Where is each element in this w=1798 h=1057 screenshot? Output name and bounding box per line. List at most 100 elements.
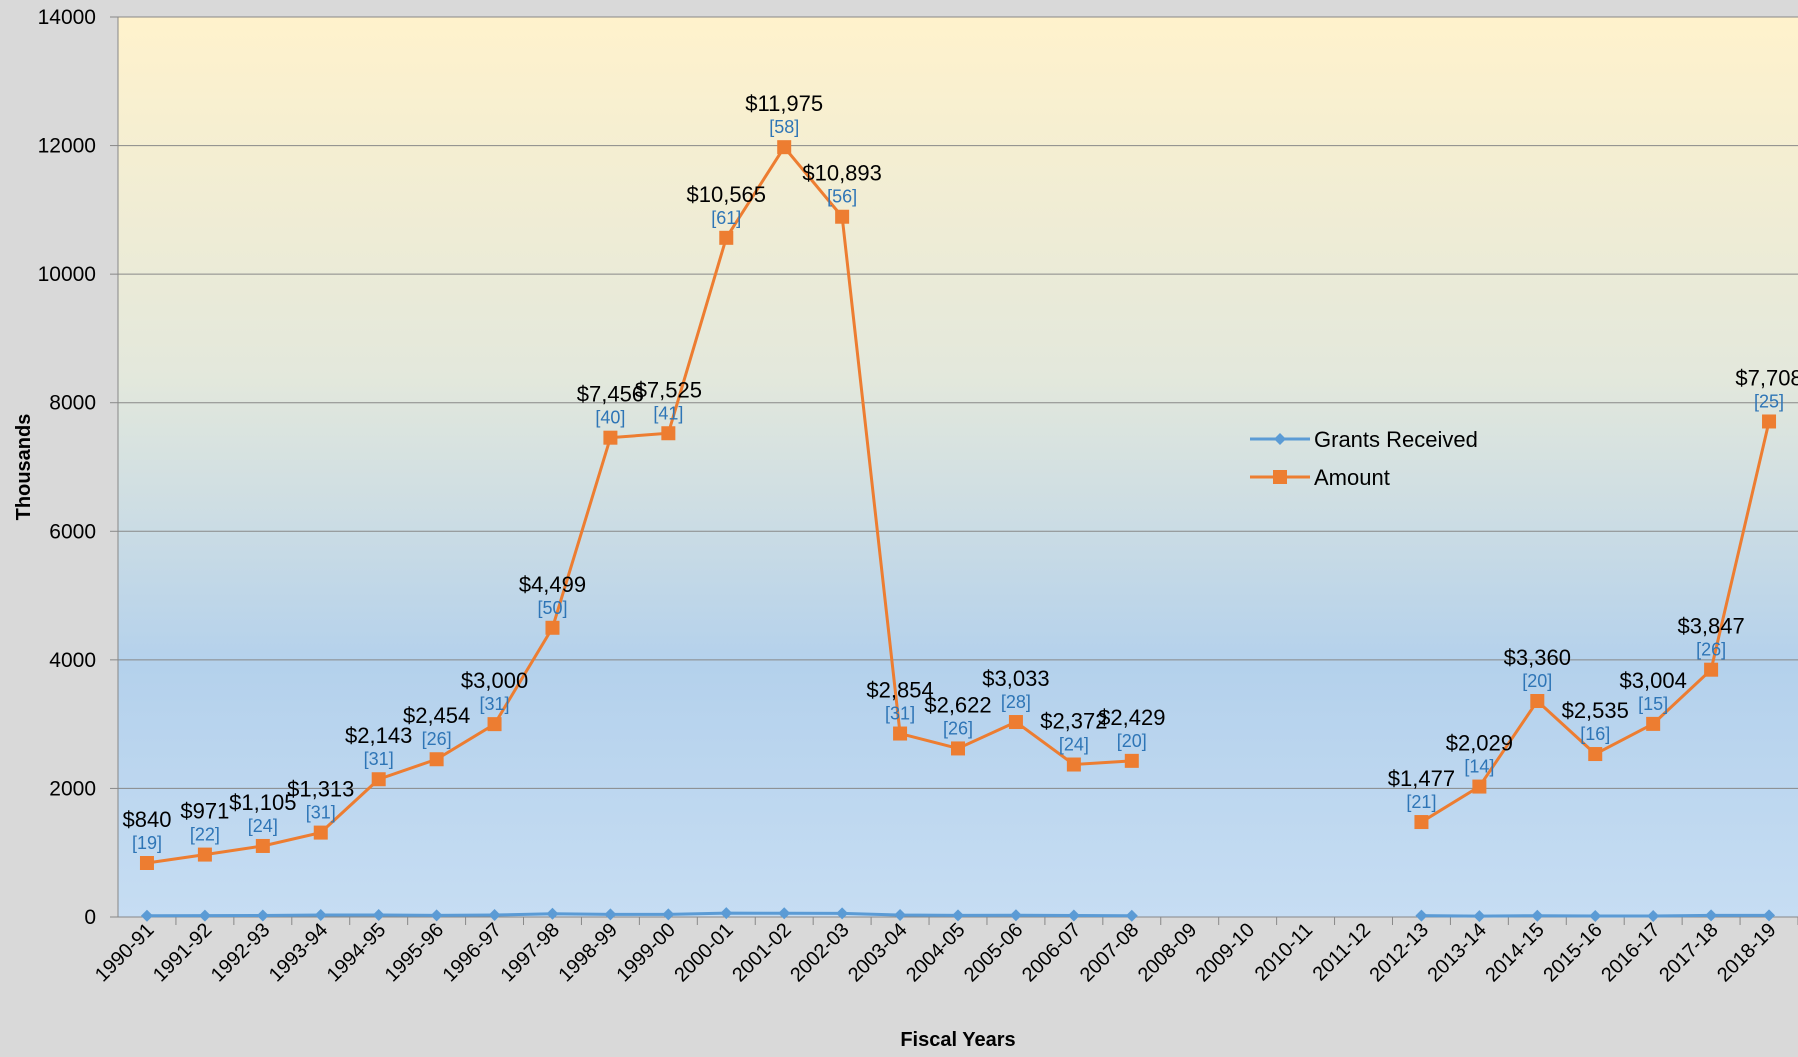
x-tick-label: 2015-16 (1539, 919, 1606, 986)
marker (951, 741, 965, 756)
marker (1705, 909, 1718, 922)
marker (1473, 910, 1486, 923)
marker (1588, 747, 1603, 762)
y-tick-label: 8000 (49, 392, 96, 415)
data-label: $4,499 (519, 572, 586, 597)
x-tick-label: 2012-13 (1366, 919, 1433, 986)
y-tick-label: 4000 (49, 649, 96, 672)
data-label: [26] (422, 729, 452, 749)
data-label: $2,454 (403, 703, 470, 728)
marker (255, 838, 270, 853)
marker (952, 909, 964, 922)
marker (314, 909, 327, 922)
x-tick-label: 2011-12 (1309, 919, 1375, 985)
marker (604, 908, 617, 921)
marker (1704, 662, 1719, 677)
data-label: $3,360 (1504, 645, 1571, 670)
marker (1647, 910, 1660, 923)
data-label: $971 (180, 799, 229, 824)
plot-area (118, 17, 1798, 917)
x-tick-label: 2008-09 (1134, 919, 1201, 986)
data-label: [14] (1464, 757, 1494, 777)
marker (719, 230, 734, 245)
x-axis-title: Fiscal Years (900, 1029, 1015, 1051)
marker (429, 752, 444, 767)
marker (430, 909, 443, 922)
data-label: $2,854 (866, 678, 933, 703)
marker (372, 909, 385, 922)
y-tick-label: 2000 (49, 777, 96, 800)
marker (835, 209, 850, 224)
marker (488, 909, 501, 922)
data-label: [22] (190, 825, 220, 845)
data-label: $2,429 (1098, 705, 1165, 730)
marker (778, 907, 791, 920)
legend-label: Amount (1314, 465, 1390, 490)
x-tick-label: 2004-05 (902, 919, 969, 986)
marker (662, 908, 675, 921)
y-tick-label: 0 (84, 906, 96, 929)
data-label: $2,143 (345, 723, 412, 748)
marker (1124, 753, 1139, 768)
x-tick-label: 1991-92 (149, 919, 216, 986)
data-label: $3,000 (461, 668, 528, 693)
data-label: [40] (595, 408, 625, 428)
x-tick-label: 2001-02 (728, 919, 795, 986)
data-label: [20] (1117, 731, 1147, 751)
x-tick-label: 2016-17 (1597, 919, 1664, 986)
x-tick-label: 2000-01 (670, 919, 737, 986)
x-tick-label: 2006-07 (1018, 919, 1085, 986)
marker (1762, 414, 1777, 429)
x-tick-label: 2002-03 (786, 919, 853, 986)
x-tick-label: 2014-15 (1481, 919, 1548, 986)
x-tick-label: 2009-10 (1192, 919, 1259, 986)
x-tick-label: 2005-06 (960, 919, 1027, 986)
marker (1472, 779, 1487, 794)
data-label: [41] (653, 403, 683, 423)
marker (1415, 909, 1428, 922)
data-label: [31] (885, 704, 915, 724)
marker (1646, 716, 1661, 731)
data-label: [28] (1001, 692, 1031, 712)
data-label: [21] (1406, 792, 1436, 812)
x-tick-label: 1998-99 (554, 919, 621, 986)
data-label: [58] (769, 117, 799, 137)
marker (256, 909, 269, 922)
x-tick-label: 1992-93 (207, 919, 274, 986)
x-tick-label: 2003-04 (844, 919, 911, 986)
marker (1531, 909, 1544, 922)
data-label: $10,893 (802, 161, 882, 186)
data-label: [56] (827, 187, 857, 207)
data-label: $7,456 (577, 382, 644, 407)
data-label: [31] (480, 694, 510, 714)
marker (1589, 909, 1602, 922)
marker (894, 909, 907, 922)
data-label: $3,004 (1620, 668, 1687, 693)
data-label: [19] (132, 833, 162, 853)
data-label: $2,029 (1446, 731, 1513, 756)
x-tick-label: 1997-98 (497, 919, 564, 986)
marker (545, 620, 560, 635)
marker (1414, 815, 1429, 830)
x-tick-label: 1990-91 (91, 919, 158, 986)
data-label: $1,313 (287, 777, 354, 802)
x-tick-label: 2013-14 (1423, 919, 1490, 986)
marker (487, 717, 502, 732)
marker (371, 772, 386, 787)
marker (1008, 715, 1023, 730)
marker (546, 907, 559, 920)
legend-marker (1274, 433, 1286, 445)
marker (1066, 757, 1081, 772)
data-label: $3,847 (1677, 614, 1744, 639)
legend-label: Grants Received (1314, 427, 1478, 452)
x-tick-label: 2007-08 (1076, 919, 1143, 986)
x-tick-label: 2018-19 (1713, 919, 1780, 986)
data-label: [31] (306, 803, 336, 823)
marker (140, 909, 153, 922)
marker (720, 907, 733, 920)
data-label: [31] (364, 749, 394, 769)
x-tick-label: 2010-11 (1251, 919, 1317, 985)
marker (197, 847, 212, 862)
marker (893, 726, 908, 741)
